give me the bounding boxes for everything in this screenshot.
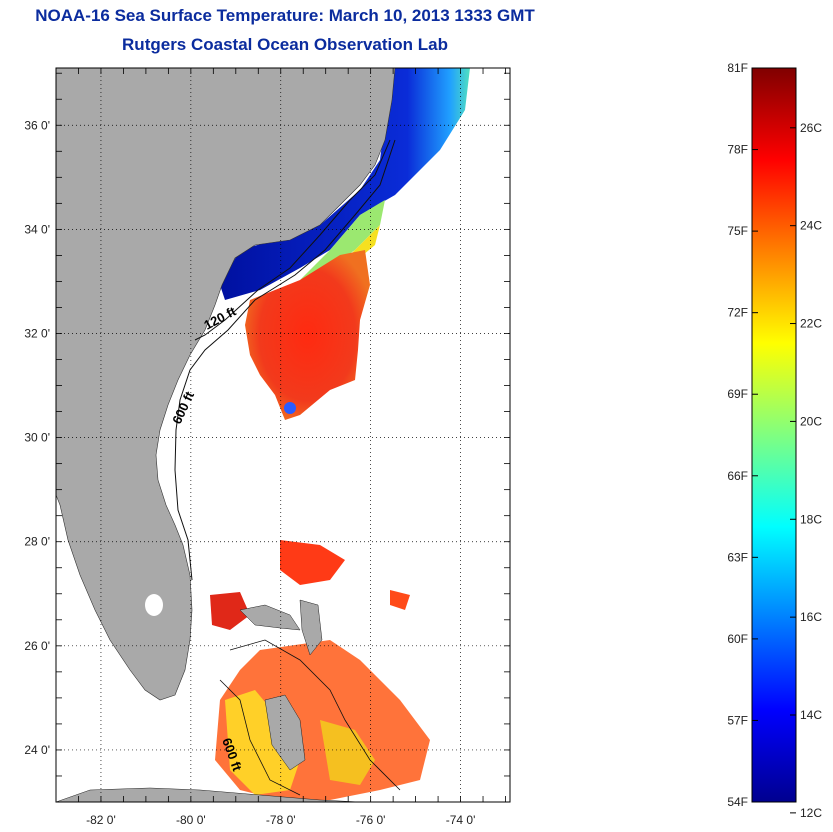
land-bahamas-grand [239,604,301,631]
lon-tick-label: -74 0' [446,813,476,827]
lat-tick-label: 36 0' [24,118,50,132]
land-bahamas-abaco [299,599,323,656]
lake-okeechobee [145,594,163,616]
celsius-ticks: 26C 24C 22C 20C 18C 16C 14C 12C [790,121,822,820]
yellow-shallows-east [320,720,375,785]
land-bahamas-andros [264,694,306,771]
colorbar-f-label: 54F [727,795,748,809]
colorbar-c-label: 26C [800,121,822,135]
warm-patch-bahamas [210,592,250,630]
latitude-labels: 36 0' 34 0' 32 0' 30 0' 28 0' 26 0' 24 0' [24,118,50,757]
lat-tick-label: 26 0' [24,639,50,653]
colorbar-f-label: 60F [727,632,748,646]
contour-bahamas [219,639,401,796]
lat-tick-label: 28 0' [24,535,50,549]
lon-tick-label: -76 0' [356,813,386,827]
temperature-colorbar: 81F 78F 75F 72F 69F 66F 63F 60F 57F 54F 26C 24C 22C… [727,61,822,820]
lon-tick-label: -82 0' [86,813,116,827]
colorbar-f-label: 78F [727,143,748,157]
colorbar-gradient [751,67,797,803]
colorbar-c-label: 18C [800,512,822,526]
cold-shelf-water [220,68,470,300]
map-title: NOAA-16 Sea Surface Temperature: March 1… [35,6,535,25]
lat-tick-label: 34 0' [24,222,50,236]
colorbar-c-label: 20C [800,414,822,428]
colorbar-c-label: 14C [800,708,822,722]
map-ticks [55,68,510,803]
colorbar-f-label: 66F [727,469,748,483]
colorbar-f-label: 69F [727,387,748,401]
colorbar-c-label: 22C [800,317,822,331]
map-subtitle: Rutgers Coastal Ocean Observation Lab [122,35,448,54]
contour-600ft [174,139,396,581]
colorbar-f-label: 72F [727,306,748,320]
transition-band [300,200,385,280]
colorbar-f-label: 81F [727,61,748,75]
fahrenheit-ticks: 81F 78F 75F 72F 69F 66F 63F 60F 57F 54F [727,61,758,809]
lon-tick-label: -80 0' [176,813,206,827]
colorbar-c-label: 16C [800,610,822,624]
contour-120ft [194,139,391,341]
gulf-stream-warm-water [245,250,370,420]
colorbar-c-label: 24C [800,219,822,233]
colorbar-f-label: 75F [727,224,748,238]
cold-eddy [284,402,296,414]
colorbar-f-label: 63F [727,550,748,564]
warm-patch-south [280,540,345,585]
colorbar-f-label: 57F [727,713,748,727]
longitude-labels: -82 0' -80 0' -78 0' -76 0' -74 0' [86,813,475,827]
lat-tick-label: 24 0' [24,743,50,757]
lat-tick-label: 32 0' [24,326,50,340]
lon-tick-label: -78 0' [266,813,296,827]
lat-tick-label: 30 0' [24,431,50,445]
colorbar-c-label: 12C [800,806,822,820]
map-frame [55,67,511,803]
warm-patch-east [390,590,410,610]
